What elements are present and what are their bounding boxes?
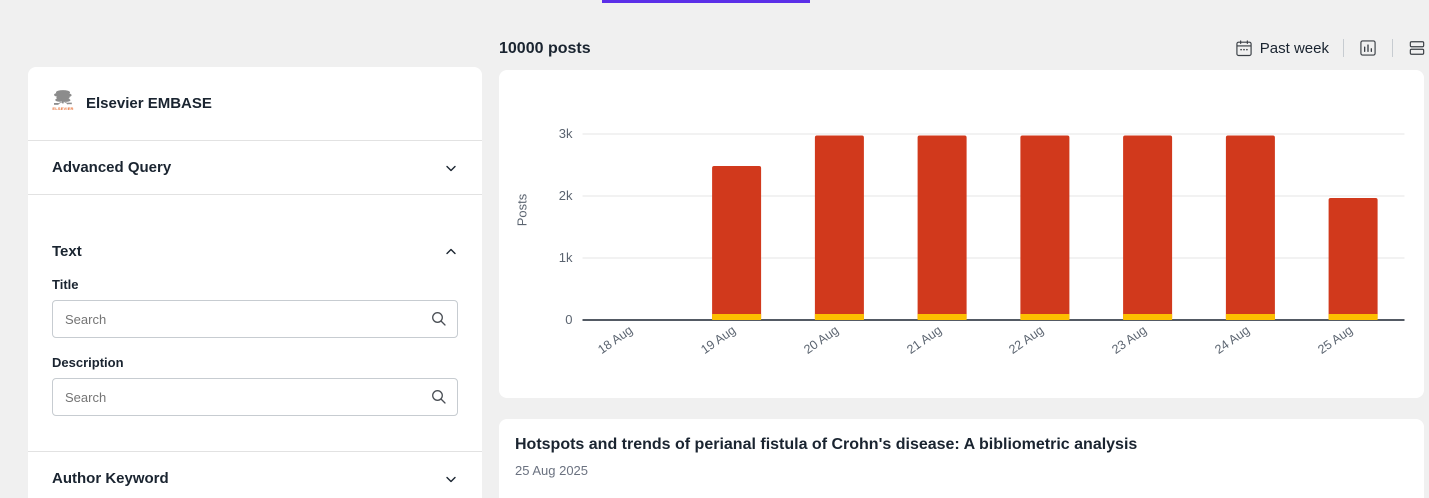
svg-text:22 Aug: 22 Aug: [1006, 323, 1046, 357]
svg-text:19 Aug: 19 Aug: [698, 323, 738, 357]
svg-text:23 Aug: 23 Aug: [1109, 323, 1149, 357]
svg-text:1k: 1k: [559, 250, 573, 265]
svg-text:20 Aug: 20 Aug: [801, 323, 841, 357]
svg-text:0: 0: [565, 312, 572, 327]
svg-text:18 Aug: 18 Aug: [595, 323, 635, 357]
svg-text:Posts: Posts: [515, 193, 530, 226]
svg-text:24 Aug: 24 Aug: [1212, 323, 1252, 357]
svg-text:ELSEVIER: ELSEVIER: [52, 106, 73, 111]
svg-text:3k: 3k: [559, 126, 573, 141]
svg-text:21 Aug: 21 Aug: [904, 323, 944, 357]
svg-text:2k: 2k: [559, 188, 573, 203]
svg-text:25 Aug: 25 Aug: [1315, 323, 1355, 357]
